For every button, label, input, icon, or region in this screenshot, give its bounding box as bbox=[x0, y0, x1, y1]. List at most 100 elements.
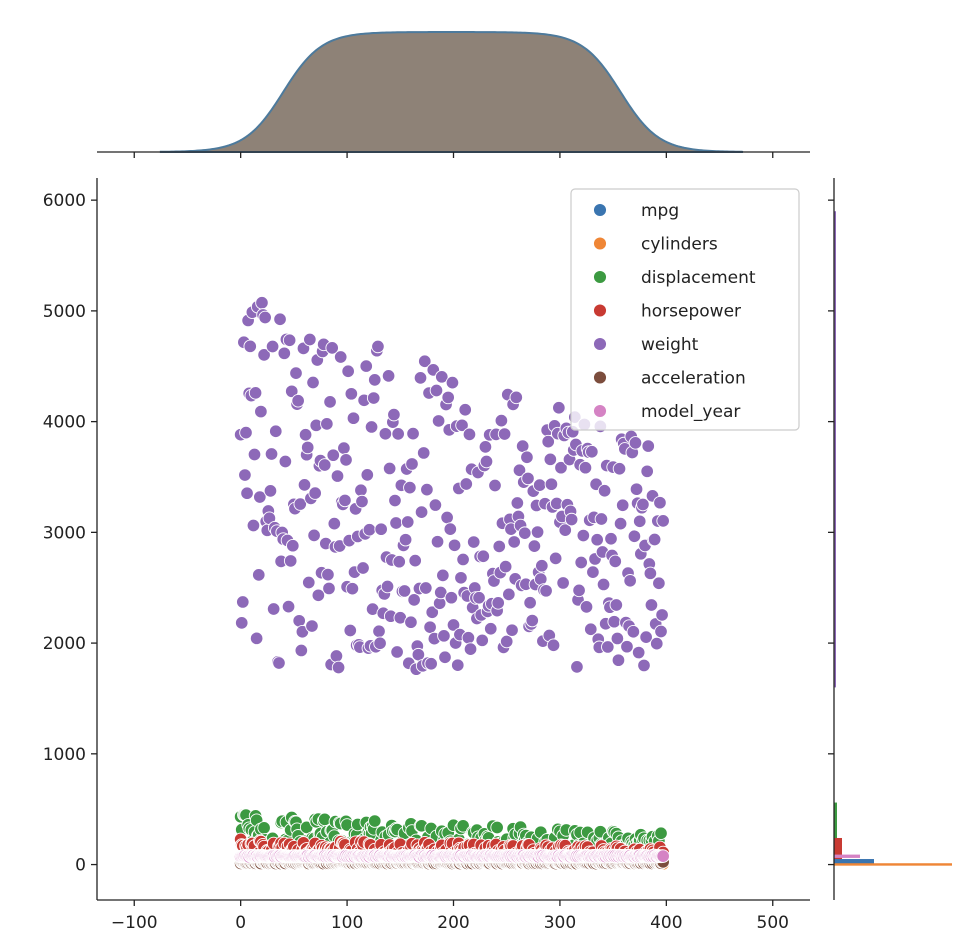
scatter-point-weight bbox=[355, 494, 369, 509]
scatter-point-weight bbox=[641, 439, 655, 453]
legend-marker-model-year bbox=[593, 404, 607, 418]
scatter-point-weight bbox=[317, 458, 332, 472]
legend-frame bbox=[570, 188, 800, 431]
scatter-point-weight bbox=[344, 387, 359, 401]
scatter-point-weight bbox=[362, 523, 377, 537]
scatter-point-weight bbox=[359, 359, 373, 373]
scatter-point-weight bbox=[601, 640, 615, 654]
scatter-point-weight bbox=[243, 339, 257, 354]
scatter-point-weight bbox=[248, 386, 263, 400]
right-marginal-bar bbox=[834, 211, 836, 688]
scatter-point-weight bbox=[420, 482, 434, 497]
scatter-point-weight bbox=[297, 478, 312, 492]
scatter-point-weight bbox=[462, 427, 477, 442]
scatter-point-weight bbox=[266, 602, 281, 616]
scatter-point-weight bbox=[263, 484, 278, 498]
scatter-point-weight bbox=[323, 395, 337, 409]
scatter-point-weight bbox=[277, 346, 292, 361]
scatter-point-weight bbox=[327, 516, 342, 531]
legend-marker-horsepower bbox=[593, 303, 607, 318]
scatter-point-weight bbox=[373, 636, 387, 650]
scatter-point-weight bbox=[405, 457, 419, 471]
scatter-point-weight bbox=[407, 593, 421, 607]
scatter-point-weight bbox=[440, 510, 454, 525]
scatter-point-weight bbox=[306, 375, 320, 390]
scatter-point-weight bbox=[346, 411, 361, 425]
scatter-point-weight bbox=[431, 414, 446, 428]
y-tick-label: 3000 bbox=[43, 523, 86, 543]
right-marginal-bars bbox=[834, 211, 952, 866]
y-tick-label: 6000 bbox=[43, 191, 86, 211]
scatter-point-weight bbox=[371, 339, 385, 354]
scatter-point-weight bbox=[458, 402, 472, 417]
scatter-point-weight bbox=[330, 469, 345, 483]
scatter-point-weight bbox=[626, 625, 641, 639]
scatter-point-weight bbox=[597, 484, 612, 498]
legend-label-displacement: displacement bbox=[641, 268, 756, 288]
scatter-point-weight bbox=[382, 461, 397, 476]
scatter-point-weight bbox=[252, 568, 266, 582]
scatter-point-weight bbox=[378, 427, 393, 441]
scatter-point-weight bbox=[627, 529, 642, 544]
scatter-point-weight bbox=[574, 555, 588, 570]
scatter-point-weight bbox=[423, 620, 437, 634]
scatter-point-weight bbox=[484, 622, 498, 636]
scatter-point-weight bbox=[281, 599, 296, 614]
legend-marker-cylinders bbox=[593, 236, 607, 251]
scatter-point-weight bbox=[491, 596, 505, 610]
scatter-point-displacement bbox=[456, 819, 470, 833]
y-tick-label: 1000 bbox=[43, 745, 86, 765]
scatter-point-weight bbox=[494, 413, 509, 428]
scatter-point-weight bbox=[368, 373, 382, 387]
y-tick-label: 2000 bbox=[43, 634, 86, 654]
scatter-point-weight bbox=[461, 630, 476, 645]
scatter-point-weight bbox=[291, 393, 305, 408]
scatter-point-weight bbox=[414, 505, 429, 519]
x-axis-ticks: −100 0 100 200 300 400 500 bbox=[111, 900, 789, 933]
legend-label-model-year: model_year bbox=[641, 402, 740, 422]
x-tick-label: 400 bbox=[650, 913, 682, 933]
scatter-point-weight bbox=[578, 460, 593, 475]
scatter-point-weight bbox=[502, 587, 516, 602]
scatter-point-weight bbox=[354, 483, 368, 498]
scatter-point-weight bbox=[456, 552, 470, 567]
top-marginal-kde bbox=[97, 31, 810, 158]
scatter-point-weight bbox=[391, 427, 405, 441]
y-axis-ticks: 0 1000 2000 3000 4000 5000 6000 bbox=[43, 191, 97, 876]
scatter-point-weight bbox=[311, 588, 326, 603]
scatter-point-weight bbox=[418, 354, 432, 369]
scatter-point-weight bbox=[356, 561, 370, 575]
scatter-point-weight bbox=[264, 447, 279, 461]
scatter-point-weight bbox=[436, 568, 450, 583]
scatter-point-weight bbox=[520, 450, 534, 464]
scatter-point-weight bbox=[443, 522, 458, 536]
scatter-point-weight bbox=[381, 369, 396, 383]
scatter-point-weight bbox=[499, 634, 514, 649]
scatter-point-weight bbox=[325, 341, 339, 355]
x-tick-label: 0 bbox=[235, 913, 246, 933]
scatter-point-weight bbox=[284, 384, 299, 399]
scatter-point-displacement bbox=[654, 826, 668, 841]
scatter-point-weight bbox=[613, 516, 628, 531]
scatter-point-weight bbox=[321, 567, 335, 582]
scatter-point-weight bbox=[532, 478, 547, 492]
legend-marker-displacement bbox=[593, 270, 607, 284]
scatter-point-weight bbox=[302, 575, 316, 590]
scatter-point-weight bbox=[607, 614, 621, 629]
top-marginal-ticks bbox=[133, 152, 774, 158]
legend-label-acceleration: acceleration bbox=[641, 369, 746, 389]
y-tick-label: 4000 bbox=[43, 413, 86, 433]
scatter-point-weight bbox=[273, 312, 287, 327]
scatter-point-weight bbox=[331, 660, 346, 675]
scatter-point-weight bbox=[387, 407, 401, 422]
scatter-point-weight bbox=[329, 649, 344, 663]
scatter-point-weight bbox=[525, 613, 540, 628]
x-tick-label: −100 bbox=[111, 913, 158, 933]
scatter-point-weight bbox=[541, 434, 555, 449]
scatter-point-weight bbox=[360, 468, 375, 482]
scatter-point-weight bbox=[643, 566, 658, 581]
scatter-point-weight bbox=[333, 350, 348, 364]
x-tick-label: 100 bbox=[331, 913, 363, 933]
scatter-point-weight bbox=[637, 658, 651, 673]
